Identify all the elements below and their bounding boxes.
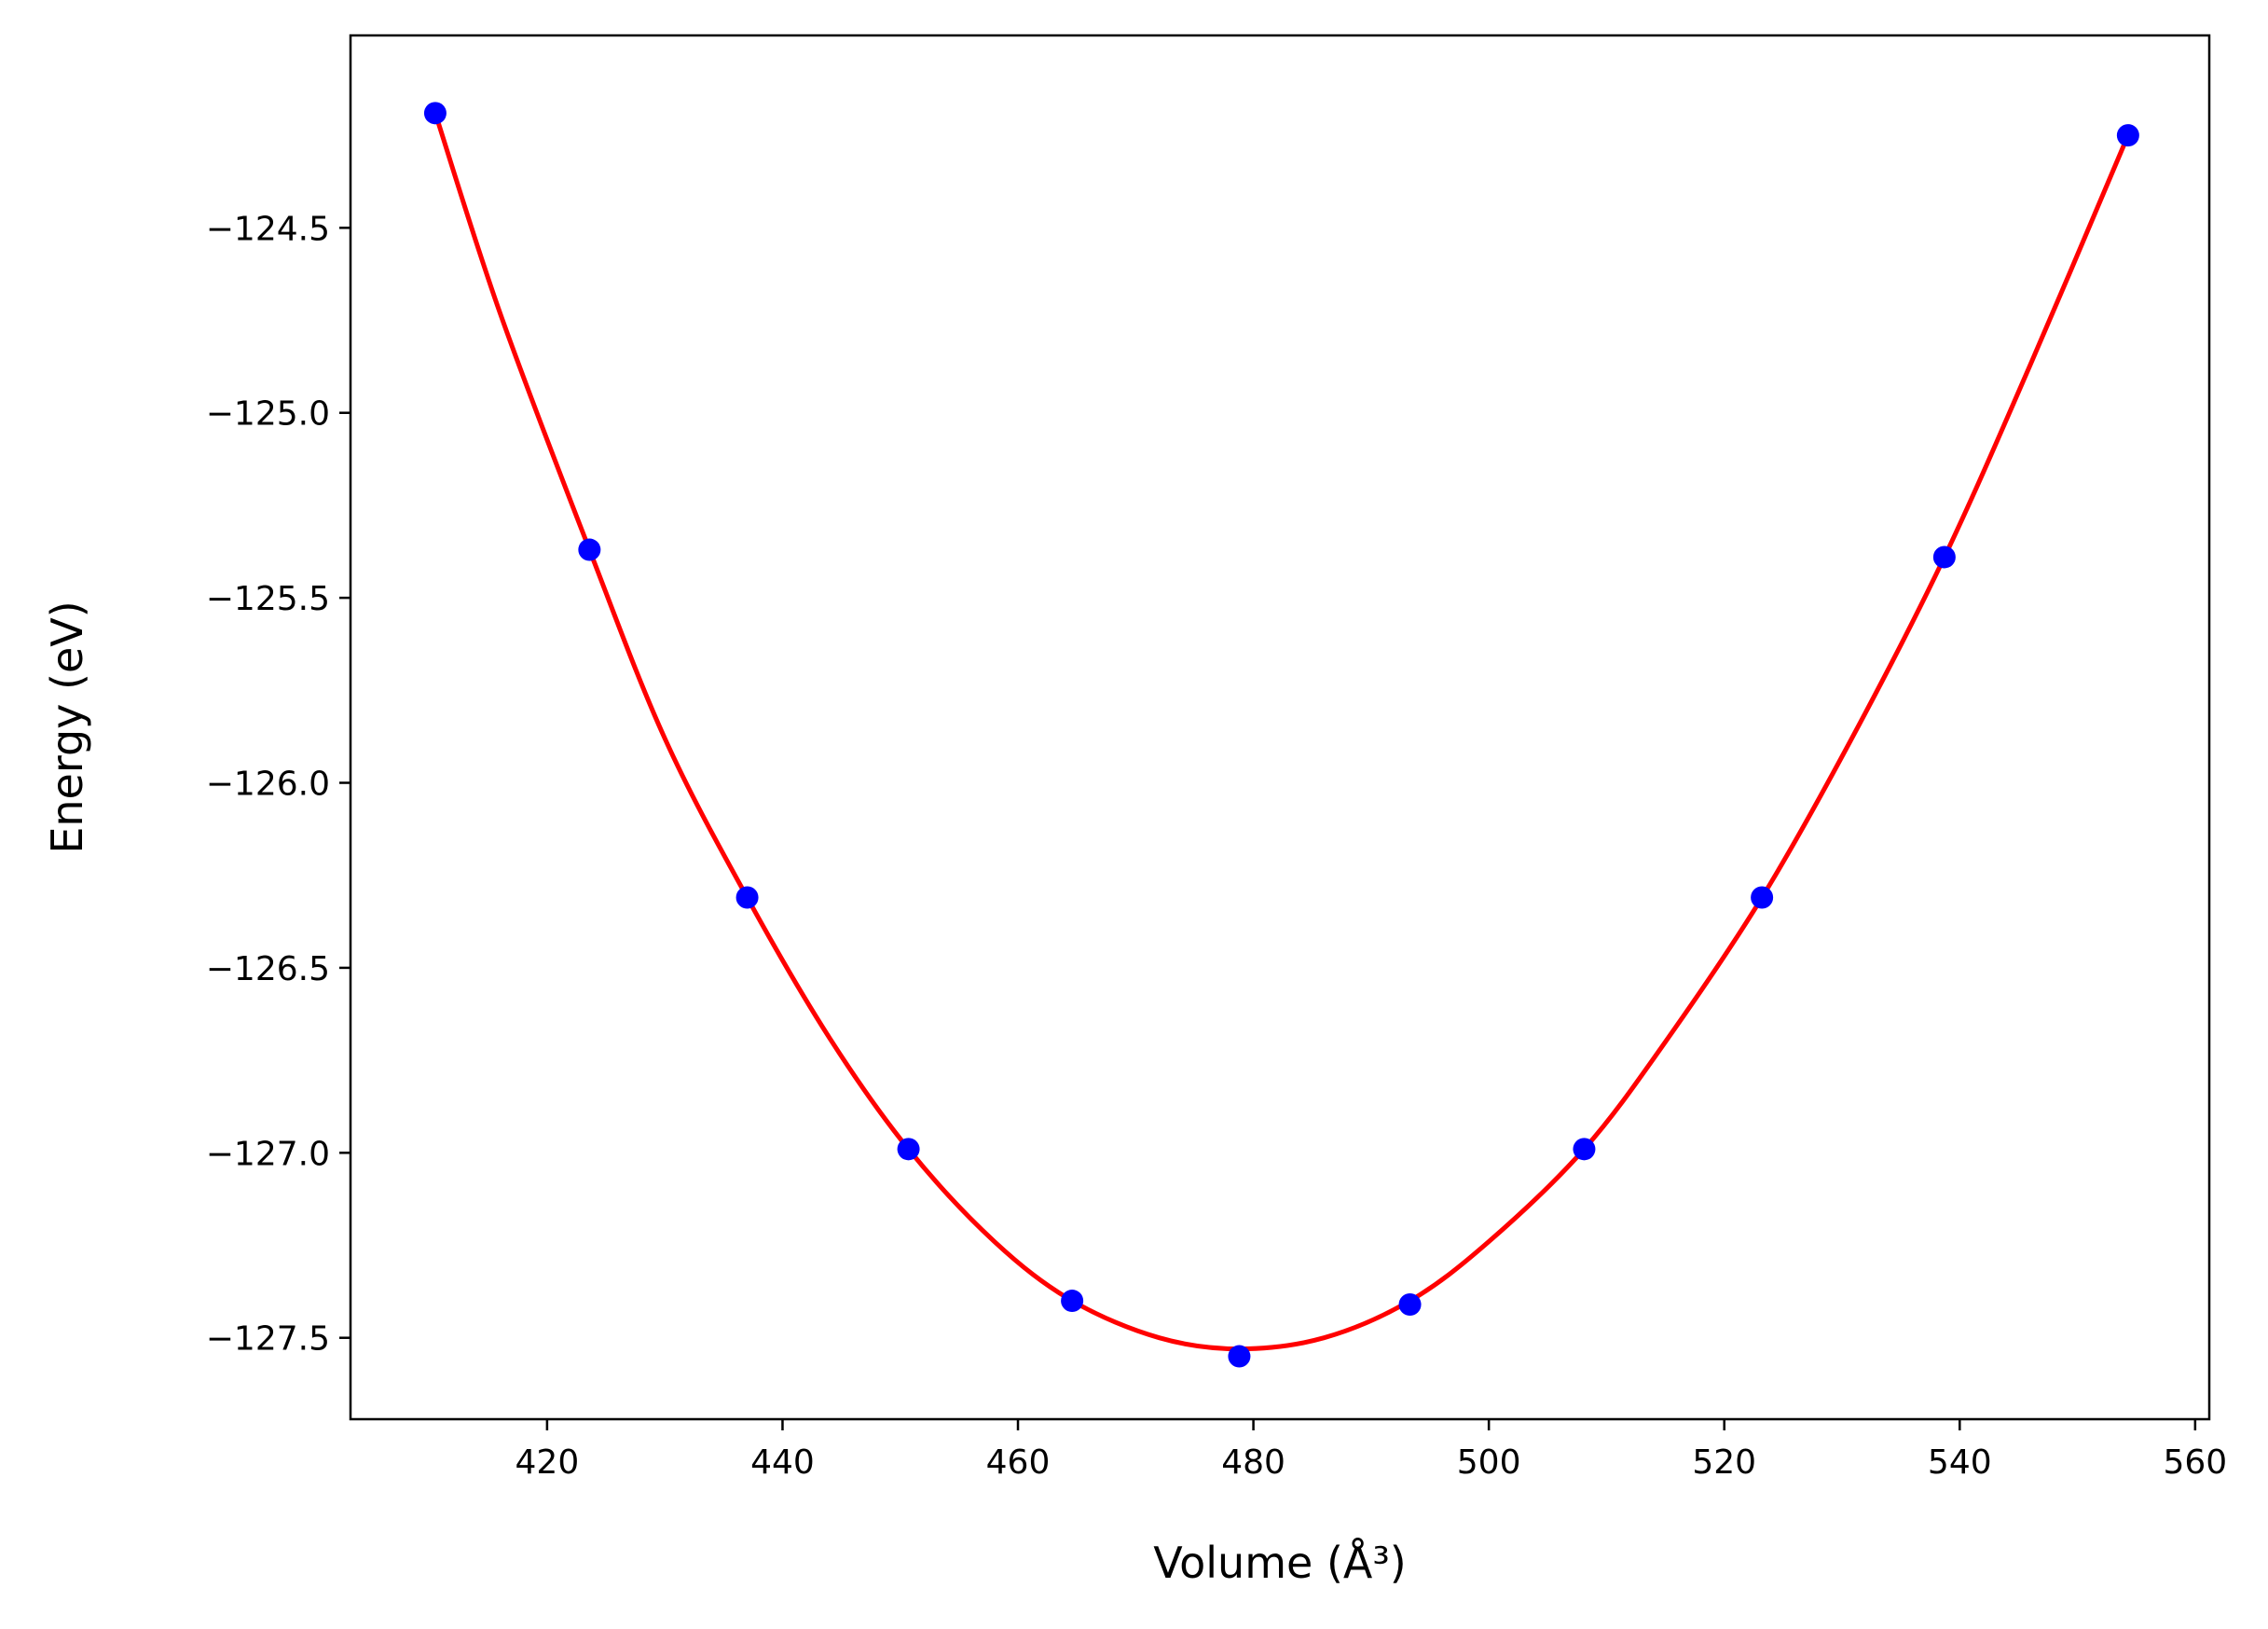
data-point xyxy=(2116,124,2139,147)
x-tick-label: 440 xyxy=(750,1443,815,1482)
x-tick-label: 420 xyxy=(515,1443,580,1482)
data-point xyxy=(578,538,601,561)
data-point xyxy=(1751,886,1774,909)
y-tick-label: −126.0 xyxy=(206,766,330,804)
data-point xyxy=(735,886,759,909)
data-point xyxy=(1398,1292,1422,1316)
x-tick-label: 460 xyxy=(986,1443,1051,1482)
data-point xyxy=(1932,545,1956,569)
y-axis-title: Energy (eV) xyxy=(42,601,92,853)
x-tick-label: 520 xyxy=(1692,1443,1756,1482)
y-tick-label: −125.0 xyxy=(206,395,330,434)
y-tick-label: −124.5 xyxy=(206,210,330,248)
data-points-layer xyxy=(423,102,2139,1368)
x-tick-label: 560 xyxy=(2163,1443,2227,1482)
y-tick-label: −127.5 xyxy=(206,1320,330,1359)
x-tick-label: 480 xyxy=(1221,1443,1285,1482)
plot-frame xyxy=(349,34,2211,1421)
data-point xyxy=(1573,1138,1596,1161)
data-point xyxy=(897,1138,920,1161)
plot-area xyxy=(349,34,2211,1421)
data-point xyxy=(1061,1290,1084,1313)
data-point xyxy=(1228,1345,1251,1368)
data-point xyxy=(423,102,447,125)
y-tick-label: −125.5 xyxy=(206,580,330,618)
axis-ticks-layer: 420 440 460 480 500 520 540 560 −124.5 −125.0 −125… xyxy=(206,210,2227,1482)
x-tick-label: 500 xyxy=(1457,1443,1521,1482)
y-tick-label: −127.0 xyxy=(206,1135,330,1173)
x-axis-title: Volume (Å³) xyxy=(1153,1538,1407,1588)
x-tick-label: 540 xyxy=(1928,1443,1992,1482)
y-tick-label: −126.5 xyxy=(206,950,330,988)
